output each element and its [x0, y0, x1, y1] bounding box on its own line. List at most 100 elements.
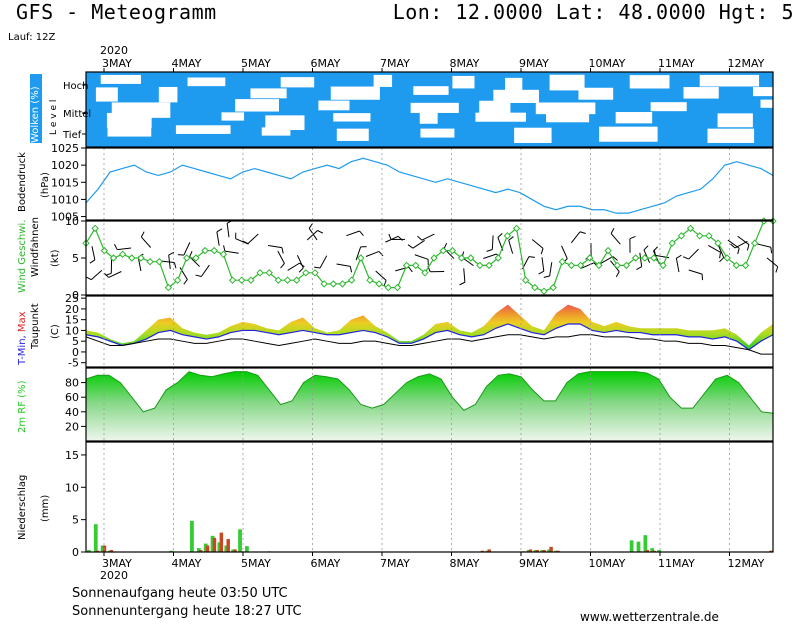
y-tick-label: 5 — [72, 514, 79, 527]
location-info: Lon: 12.0000 Lat: 48.0000 Hgt: 5 — [392, 0, 794, 24]
wind-barb — [717, 244, 725, 258]
precip-rain-bar — [650, 548, 655, 552]
date-label-bottom: 10MAY — [589, 557, 626, 570]
y-tick-label: -5 — [68, 357, 79, 370]
temp-ylabel2: Taupunkt — [30, 303, 41, 350]
dewpoint-line — [85, 334, 773, 355]
wind-barb-flag — [653, 249, 656, 256]
precip-conv-bar — [199, 550, 203, 552]
wind-barb — [306, 230, 318, 241]
y-tick-label: 10 — [65, 481, 79, 494]
precip-rain-bar — [526, 550, 531, 552]
date-label-top: 12MAY — [728, 57, 765, 70]
cloud-clear-patch — [250, 88, 287, 99]
run-label: Lauf: 12Z — [8, 32, 56, 43]
precip-conv-bar — [102, 545, 107, 552]
wind-barb — [91, 269, 103, 281]
wind-marker — [467, 254, 475, 262]
y-tick-label: 1025 — [51, 142, 79, 155]
precip-conv-bar — [535, 550, 540, 552]
wind-marker — [696, 232, 704, 240]
cloud-clear-patch — [158, 86, 178, 103]
y-tick-label: 1020 — [51, 159, 79, 172]
source-link[interactable]: www.wetterzentrale.de — [580, 610, 719, 624]
wind-barb — [508, 240, 514, 254]
wind-barb — [463, 268, 466, 283]
precip-rain-bar — [533, 550, 538, 552]
wind-barb-flag — [543, 275, 550, 278]
wind-marker — [494, 254, 502, 262]
wind-marker — [274, 276, 283, 284]
wind-marker — [128, 254, 136, 262]
cloud-clear-patch — [475, 112, 526, 122]
wind-barb — [541, 257, 545, 272]
wind-barb — [688, 248, 699, 260]
wind-barb-flag — [298, 267, 304, 273]
precip-ylabel: Niederschlag — [17, 475, 28, 540]
y-tick-label: 1010 — [51, 193, 79, 206]
wind-marker — [402, 261, 411, 270]
wind-marker — [686, 224, 695, 233]
wind-barb-flag — [538, 270, 545, 275]
pressure-ylabel2: (hPa) — [40, 172, 51, 198]
date-label-top: 3MAY — [102, 57, 132, 70]
wind-marker — [338, 280, 347, 288]
cloud-clear-patch — [420, 128, 455, 138]
y-tick-label: 25 — [65, 292, 79, 305]
wind-barb — [224, 250, 239, 254]
cloud-ylabel: Wolken (%) — [30, 86, 41, 143]
wind-marker — [412, 261, 420, 270]
wind-barb-flag — [770, 247, 773, 254]
precip-rain-bar — [554, 550, 558, 552]
cloud-clear-patch — [707, 128, 755, 143]
wind-barb-flag — [443, 242, 448, 249]
date-label-bottom: 6MAY — [311, 557, 341, 570]
precip-rain-bar — [169, 550, 174, 552]
wind-barb-flag — [349, 266, 353, 273]
y-tick-label: 5 — [72, 252, 79, 265]
wind-barb — [346, 230, 360, 237]
wind-barb-flag — [746, 244, 750, 251]
cloud-clear-patch — [175, 125, 231, 134]
wind-barb-flag — [314, 266, 321, 269]
wind-marker — [393, 283, 402, 292]
precip-conv-bar — [769, 550, 773, 552]
wind-barb — [491, 235, 494, 250]
precip-conv-bar — [487, 549, 491, 552]
wind-marker — [549, 283, 557, 292]
cloud-clear-patch — [318, 100, 350, 111]
wind-marker — [741, 261, 750, 270]
wind-barb — [117, 247, 132, 251]
wind-marker — [347, 276, 356, 284]
wind-marker — [641, 254, 649, 262]
precip-rain-bar — [547, 549, 552, 552]
wind-barb-flag — [610, 227, 615, 234]
wind-marker — [155, 257, 163, 266]
pressure-line — [85, 157, 774, 214]
wind-marker — [100, 246, 109, 255]
wind-barb — [610, 233, 621, 245]
wind-barb-flag — [508, 236, 514, 241]
precip-rain-bar — [231, 549, 236, 552]
wind-marker — [183, 254, 191, 262]
wind-barb — [737, 235, 750, 245]
y-tick-label: 20 — [65, 303, 79, 316]
wind-barb — [412, 240, 425, 249]
wind-barb-flag — [579, 231, 586, 235]
cloud-clear-patch — [760, 99, 773, 108]
wind-barb-flag — [281, 247, 284, 254]
precip-rain-bar — [540, 550, 545, 552]
wind-marker — [439, 246, 447, 255]
wind-marker — [476, 261, 484, 270]
panel-frame — [85, 147, 774, 221]
wind-barb-flag — [103, 272, 110, 278]
wind-marker — [723, 254, 731, 262]
wind-barb-flag — [242, 240, 249, 244]
wind-ylabel: Wind Geschwi. — [17, 220, 28, 293]
wind-barb-flag — [636, 266, 642, 271]
wind-marker — [219, 250, 228, 259]
wind-barb-flag — [417, 235, 423, 241]
cloud-clear-patch — [261, 127, 291, 136]
wind-barb-flag — [643, 245, 649, 251]
wind-marker — [238, 276, 246, 284]
